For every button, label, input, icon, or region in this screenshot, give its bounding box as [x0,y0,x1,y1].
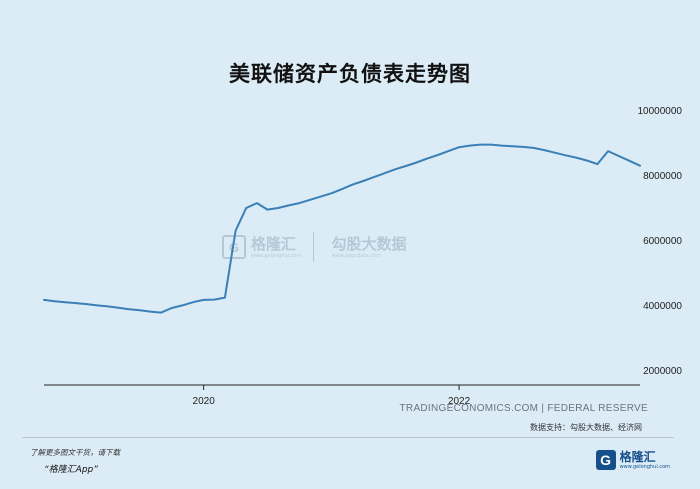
y-tick-label: 8000000 [643,171,682,182]
y-tick-label: 6000000 [643,236,682,247]
watermark-url-2: www.gogudata.com [331,252,381,259]
watermark-name-2: 勾股大数据 [331,234,407,253]
x-tick-label: 2020 [193,396,216,407]
watermark-name-1: 格隆汇 [251,234,297,253]
logo-icon: G [595,450,616,470]
promo-text: 了解更多图文干货，请下载 [30,448,120,457]
logo-url: www.gelonghui.com [619,463,670,470]
y-tick-label: 2000000 [643,366,682,377]
footer-divider [22,437,674,438]
logo-name: 格隆汇 [619,449,656,464]
source-label: TRADINGECONOMICS.COM | FEDERAL RESERVE [399,403,648,414]
watermark-url-1: www.gelonghui.com [251,252,302,259]
brand-logo: G 格隆汇 www.gelonghui.com [595,449,670,470]
y-tick-label: 10000000 [638,106,683,117]
x-tick-label: 2022 [448,396,471,407]
watermark-divider [313,232,315,262]
data-support-label: 数据支持：勾股大数据、经济网 [530,423,642,432]
promo-app-name: “格隆汇App” [44,465,98,475]
series-line [43,143,641,314]
chart-title: 美联储资产负债表走势图 [229,62,471,86]
y-tick-label: 4000000 [643,301,682,312]
